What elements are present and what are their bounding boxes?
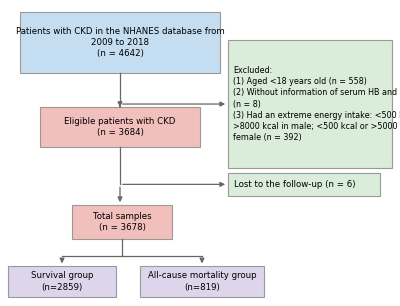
Text: Excluded:
(1) Aged <18 years old (n = 558)
(2) Without information of serum HB a: Excluded: (1) Aged <18 years old (n = 55… [233,66,400,142]
Text: All-cause mortality group
(n=819): All-cause mortality group (n=819) [148,271,256,292]
FancyBboxPatch shape [8,266,116,297]
FancyBboxPatch shape [140,266,264,297]
FancyBboxPatch shape [72,205,172,239]
Text: Lost to the follow-up (n = 6): Lost to the follow-up (n = 6) [234,180,356,189]
Text: Total samples
(n = 3678): Total samples (n = 3678) [93,212,151,232]
FancyBboxPatch shape [20,12,220,73]
Text: Eligible patients with CKD
(n = 3684): Eligible patients with CKD (n = 3684) [64,117,176,137]
Text: Survival group
(n=2859): Survival group (n=2859) [31,271,93,292]
FancyBboxPatch shape [228,40,392,168]
FancyBboxPatch shape [228,173,380,196]
Text: Patients with CKD in the NHANES database from
2009 to 2018
(n = 4642): Patients with CKD in the NHANES database… [16,27,224,58]
FancyBboxPatch shape [40,107,200,147]
